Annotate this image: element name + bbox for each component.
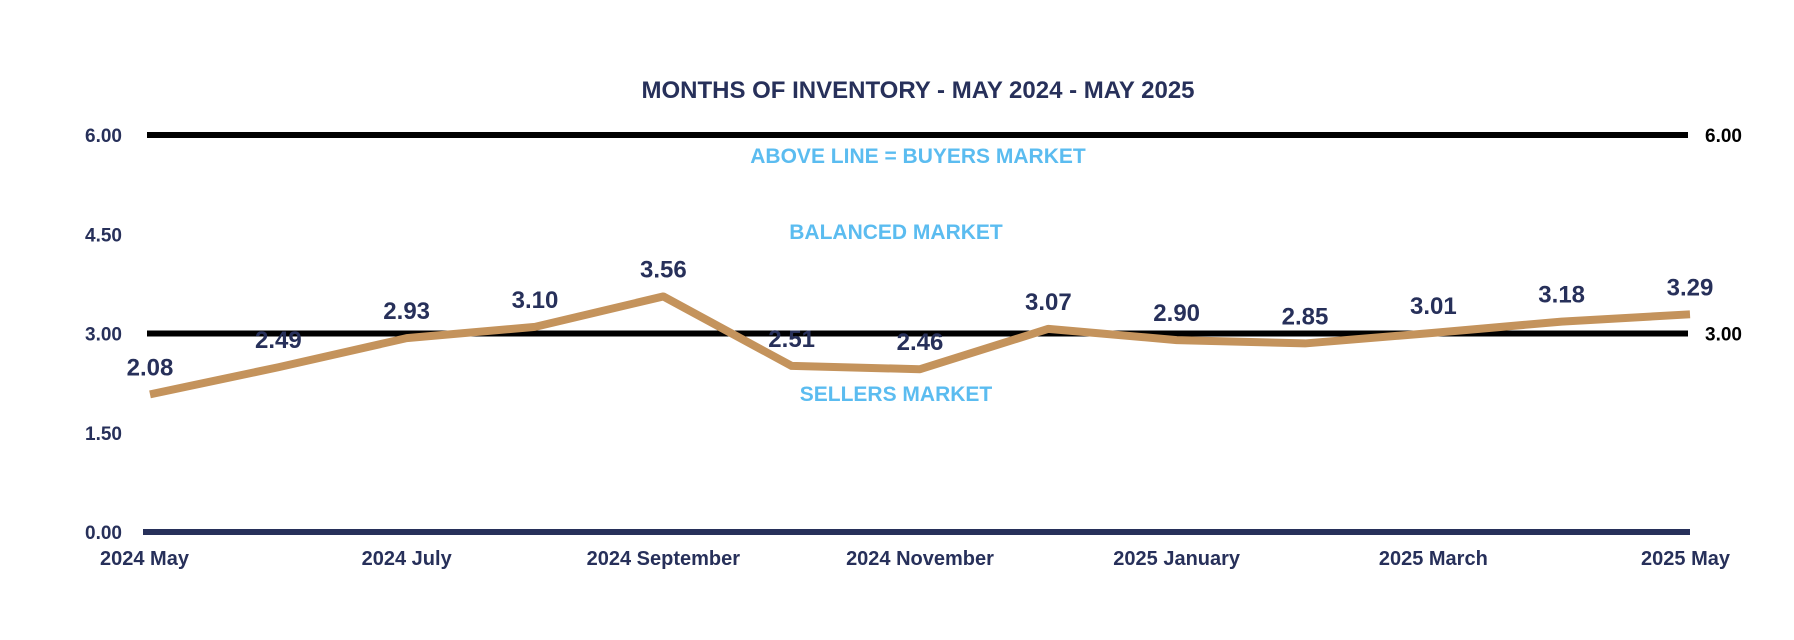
y-tick-label: 1.50 [85, 424, 122, 445]
y-tick-label: 0.00 [85, 523, 122, 544]
reference-line-label: 6.00 [1705, 126, 1742, 147]
data-label: 3.10 [512, 287, 559, 314]
data-label: 2.51 [768, 326, 815, 353]
y-tick-label: 3.00 [85, 325, 122, 346]
x-tick-label: 2024 September [587, 548, 741, 570]
y-tick-label: 6.00 [85, 126, 122, 147]
data-label: 2.85 [1282, 303, 1329, 330]
data-label: 3.56 [640, 256, 687, 283]
y-axis: 0.00 1.50 3.00 4.50 6.00 [85, 126, 122, 544]
data-label: 2.90 [1153, 300, 1200, 327]
data-labels: 2.08 2.49 2.93 3.10 3.56 2.51 2.46 3.07 2.90 2.85… [127, 256, 1714, 381]
series-line-group [149, 292, 1691, 399]
data-label: 3.29 [1667, 274, 1714, 301]
data-label: 2.93 [383, 298, 430, 325]
x-tick-label: 2025 May [1641, 548, 1731, 570]
reference-line-label: 3.00 [1705, 325, 1742, 346]
data-label: 3.01 [1410, 293, 1457, 320]
sellers-market-annotation: SELLERS MARKET [800, 383, 993, 406]
x-tick-label: 2024 July [362, 548, 453, 570]
balanced-market-annotation: BALANCED MARKET [789, 221, 1003, 244]
buyers-market-annotation: ABOVE LINE = BUYERS MARKET [750, 145, 1086, 168]
data-label: 2.46 [897, 329, 944, 356]
data-label: 2.08 [127, 354, 174, 381]
x-tick-label: 2025 March [1379, 548, 1488, 570]
chart-title: MONTHS OF INVENTORY - MAY 2024 - MAY 202… [641, 77, 1194, 104]
y-tick-label: 4.50 [85, 225, 122, 246]
x-tick-label: 2024 May [100, 548, 190, 570]
data-label: 2.49 [255, 327, 302, 354]
data-label: 3.07 [1025, 289, 1072, 316]
x-axis: 2024 May 2024 July 2024 September 2024 Nove… [100, 548, 1731, 570]
data-label: 3.18 [1538, 282, 1585, 309]
x-tick-label: 2025 January [1113, 548, 1241, 570]
x-tick-label: 2024 November [846, 548, 994, 570]
